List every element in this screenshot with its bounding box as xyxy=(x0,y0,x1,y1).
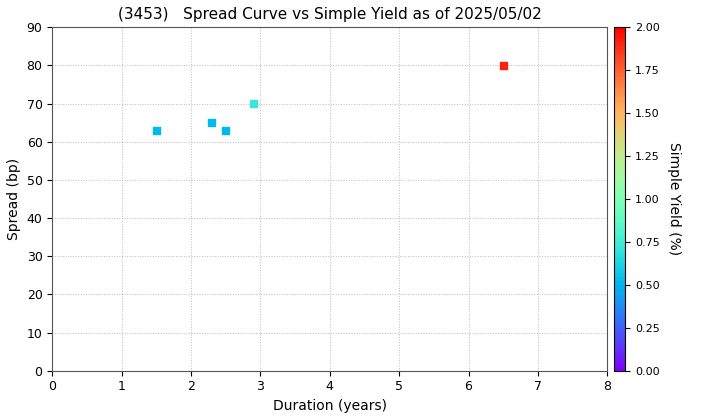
X-axis label: Duration (years): Duration (years) xyxy=(273,399,387,413)
Point xyxy=(498,62,509,69)
Y-axis label: Spread (bp): Spread (bp) xyxy=(7,158,21,240)
Title: (3453)   Spread Curve vs Simple Yield as of 2025/05/02: (3453) Spread Curve vs Simple Yield as o… xyxy=(118,7,541,22)
Point xyxy=(150,127,162,134)
Point xyxy=(248,100,259,107)
Point xyxy=(206,119,217,126)
Point xyxy=(220,127,231,134)
Y-axis label: Simple Yield (%): Simple Yield (%) xyxy=(667,142,680,256)
